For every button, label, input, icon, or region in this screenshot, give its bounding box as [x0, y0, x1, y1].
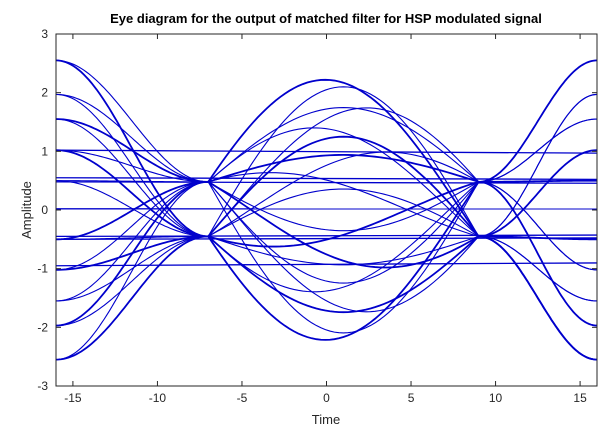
y-tick-label: -3 [37, 379, 48, 393]
eye-trace-line [56, 59, 597, 313]
y-axis-label: Amplitude [19, 181, 34, 239]
eye-trace-line [56, 234, 597, 238]
eye-trace-line [56, 237, 597, 240]
eye-trace-line [56, 86, 597, 237]
x-tick-label: 5 [408, 391, 415, 405]
x-axis-label: Time [312, 412, 340, 427]
eye-trace-line [56, 181, 597, 184]
y-tick-label: 2 [41, 86, 48, 100]
eye-trace-line [56, 59, 597, 341]
x-tick-label: 15 [573, 391, 587, 405]
eye-trace-line [56, 179, 597, 271]
x-tick-label: -15 [64, 391, 82, 405]
y-tick-label: -1 [37, 262, 48, 276]
y-tick-label: 0 [41, 203, 48, 217]
x-tick-label: 0 [323, 391, 330, 405]
x-tick-label: -10 [149, 391, 167, 405]
eye-trace-line [56, 135, 597, 238]
y-axis: -3 -2 -1 0 1 2 3 [37, 27, 597, 393]
eye-trace-line [56, 177, 597, 180]
y-tick-label: -2 [37, 320, 48, 334]
eye-trace-line [56, 262, 597, 267]
y-tick-label: 1 [41, 144, 48, 158]
chart-title: Eye diagram for the output of matched fi… [110, 11, 542, 26]
x-tick-label: -5 [237, 391, 248, 405]
x-tick-label: 10 [489, 391, 503, 405]
eye-trace-line [56, 149, 597, 154]
eye-trace-line [56, 93, 597, 334]
x-axis: -15 -10 -5 0 5 10 15 [64, 34, 587, 405]
y-tick-label: 3 [41, 27, 48, 41]
eye-traces [56, 59, 597, 361]
